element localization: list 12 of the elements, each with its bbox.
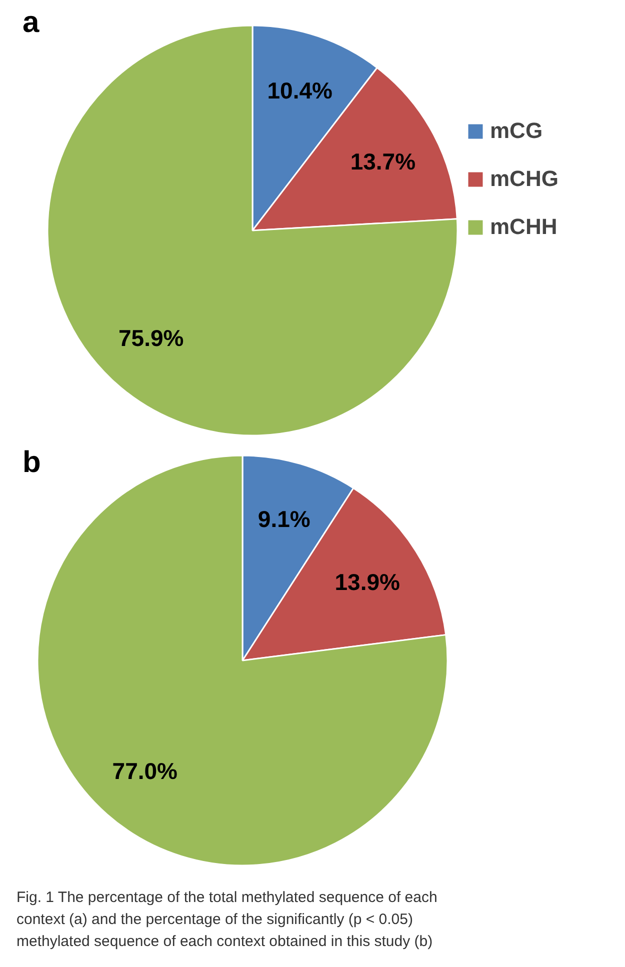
data-label: 13.7%	[350, 148, 416, 174]
legend-label: mCHH	[490, 214, 558, 240]
data-label: 75.9%	[118, 324, 184, 351]
chart-title: a	[22, 6, 40, 39]
caption: Fig. 1 The percentage of the total methylated sequence of each context (a) and the percentage of the significantly (p < 0.05) methylated sequence of each context obtained in this study (b)	[16, 889, 438, 950]
chart-title: b	[22, 446, 41, 479]
data-label: 9.1%	[258, 506, 310, 532]
legend-label: mCG	[490, 118, 543, 144]
data-label: 10.4%	[267, 78, 332, 104]
legend-label: mCHG	[490, 166, 558, 192]
data-label: 77.0%	[112, 758, 178, 784]
data-label: 13.9%	[334, 568, 400, 595]
